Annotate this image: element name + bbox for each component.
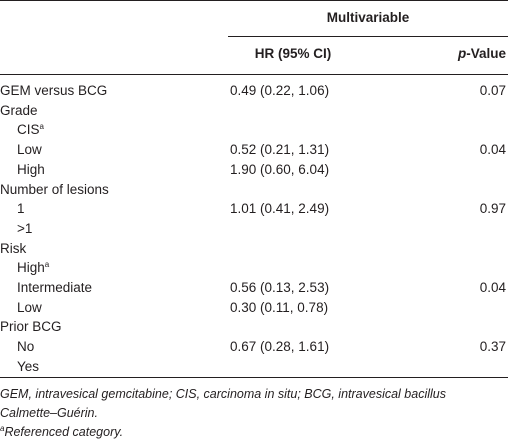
row-label: No — [17, 339, 34, 355]
row-label: Risk — [0, 241, 26, 257]
label-text: 1 — [17, 201, 25, 217]
footnotes: GEM, intravesical gemcitabine; CIS, carc… — [0, 385, 500, 442]
hr-cell: 0.67 (0.28, 1.61) — [230, 339, 330, 355]
label-text: Low — [17, 142, 42, 158]
label-text: CIS — [17, 122, 40, 138]
label-text: Yes — [17, 358, 40, 374]
label-text: >1 — [17, 220, 33, 236]
label-text: Intermediate — [17, 280, 93, 295]
text: Referenced category. — [4, 425, 124, 439]
p-cell: 0.37 — [479, 339, 506, 355]
label-text: Prior BCG — [0, 319, 62, 335]
row-label: Low — [17, 142, 42, 158]
superscript: a — [44, 260, 50, 270]
p-cell: 0.07 — [479, 83, 506, 98]
row-label: Intermediate — [17, 280, 92, 296]
rule — [0, 74, 508, 75]
row-label: Higha — [17, 260, 49, 276]
row-label: Low — [17, 300, 42, 316]
hr-cell: 0.30 (0.11, 0.78) — [230, 299, 329, 315]
label-text: No — [17, 339, 35, 355]
row-label: >1 — [17, 221, 32, 237]
label-text: GEM versus BCG — [0, 83, 108, 98]
row-label: 1 — [17, 201, 25, 217]
footnote: GEM, intravesical gemcitabine; CIS, carc… — [0, 387, 446, 420]
label-text: Number of lesions — [0, 181, 109, 197]
p-cell: 0.97 — [479, 201, 506, 217]
p-cell: 0.04 — [479, 280, 506, 295]
row-label: CISa — [17, 122, 44, 138]
label-text: High — [17, 161, 45, 177]
superscript: a — [0, 424, 5, 433]
rule — [0, 377, 508, 378]
text: -Value — [466, 46, 506, 61]
label-text: High — [17, 260, 45, 276]
group-header: Multivariable — [326, 10, 410, 25]
row-label: Grade — [0, 103, 38, 119]
row-label: Yes — [17, 359, 39, 375]
hr-cell: 1.90 (0.60, 6.04) — [230, 161, 330, 177]
column-header: p-Value — [458, 46, 506, 62]
superscript: a — [39, 122, 44, 132]
italic-text: p — [457, 46, 467, 61]
hr-cell: 1.01 (0.41, 2.49) — [230, 201, 330, 217]
row-label: High — [17, 162, 45, 178]
label-text: Low — [17, 299, 42, 315]
rule — [228, 36, 508, 37]
row-label: GEM versus BCG — [0, 83, 107, 99]
footnote: aReferenced category. — [0, 423, 500, 442]
hr-cell: 0.49 (0.22, 1.06) — [230, 83, 330, 98]
hr-cell: 0.52 (0.21, 1.31) — [230, 142, 330, 158]
row-label: Number of lesions — [0, 182, 109, 198]
p-cell: 0.04 — [479, 142, 506, 158]
hr-cell: 0.56 (0.13, 2.53) — [230, 280, 330, 295]
column-header: HR (95% CI) — [254, 46, 332, 61]
label-text: Grade — [0, 102, 38, 118]
rule — [0, 0, 508, 1]
row-label: Prior BCG — [0, 319, 62, 335]
label-text: Risk — [0, 240, 27, 256]
